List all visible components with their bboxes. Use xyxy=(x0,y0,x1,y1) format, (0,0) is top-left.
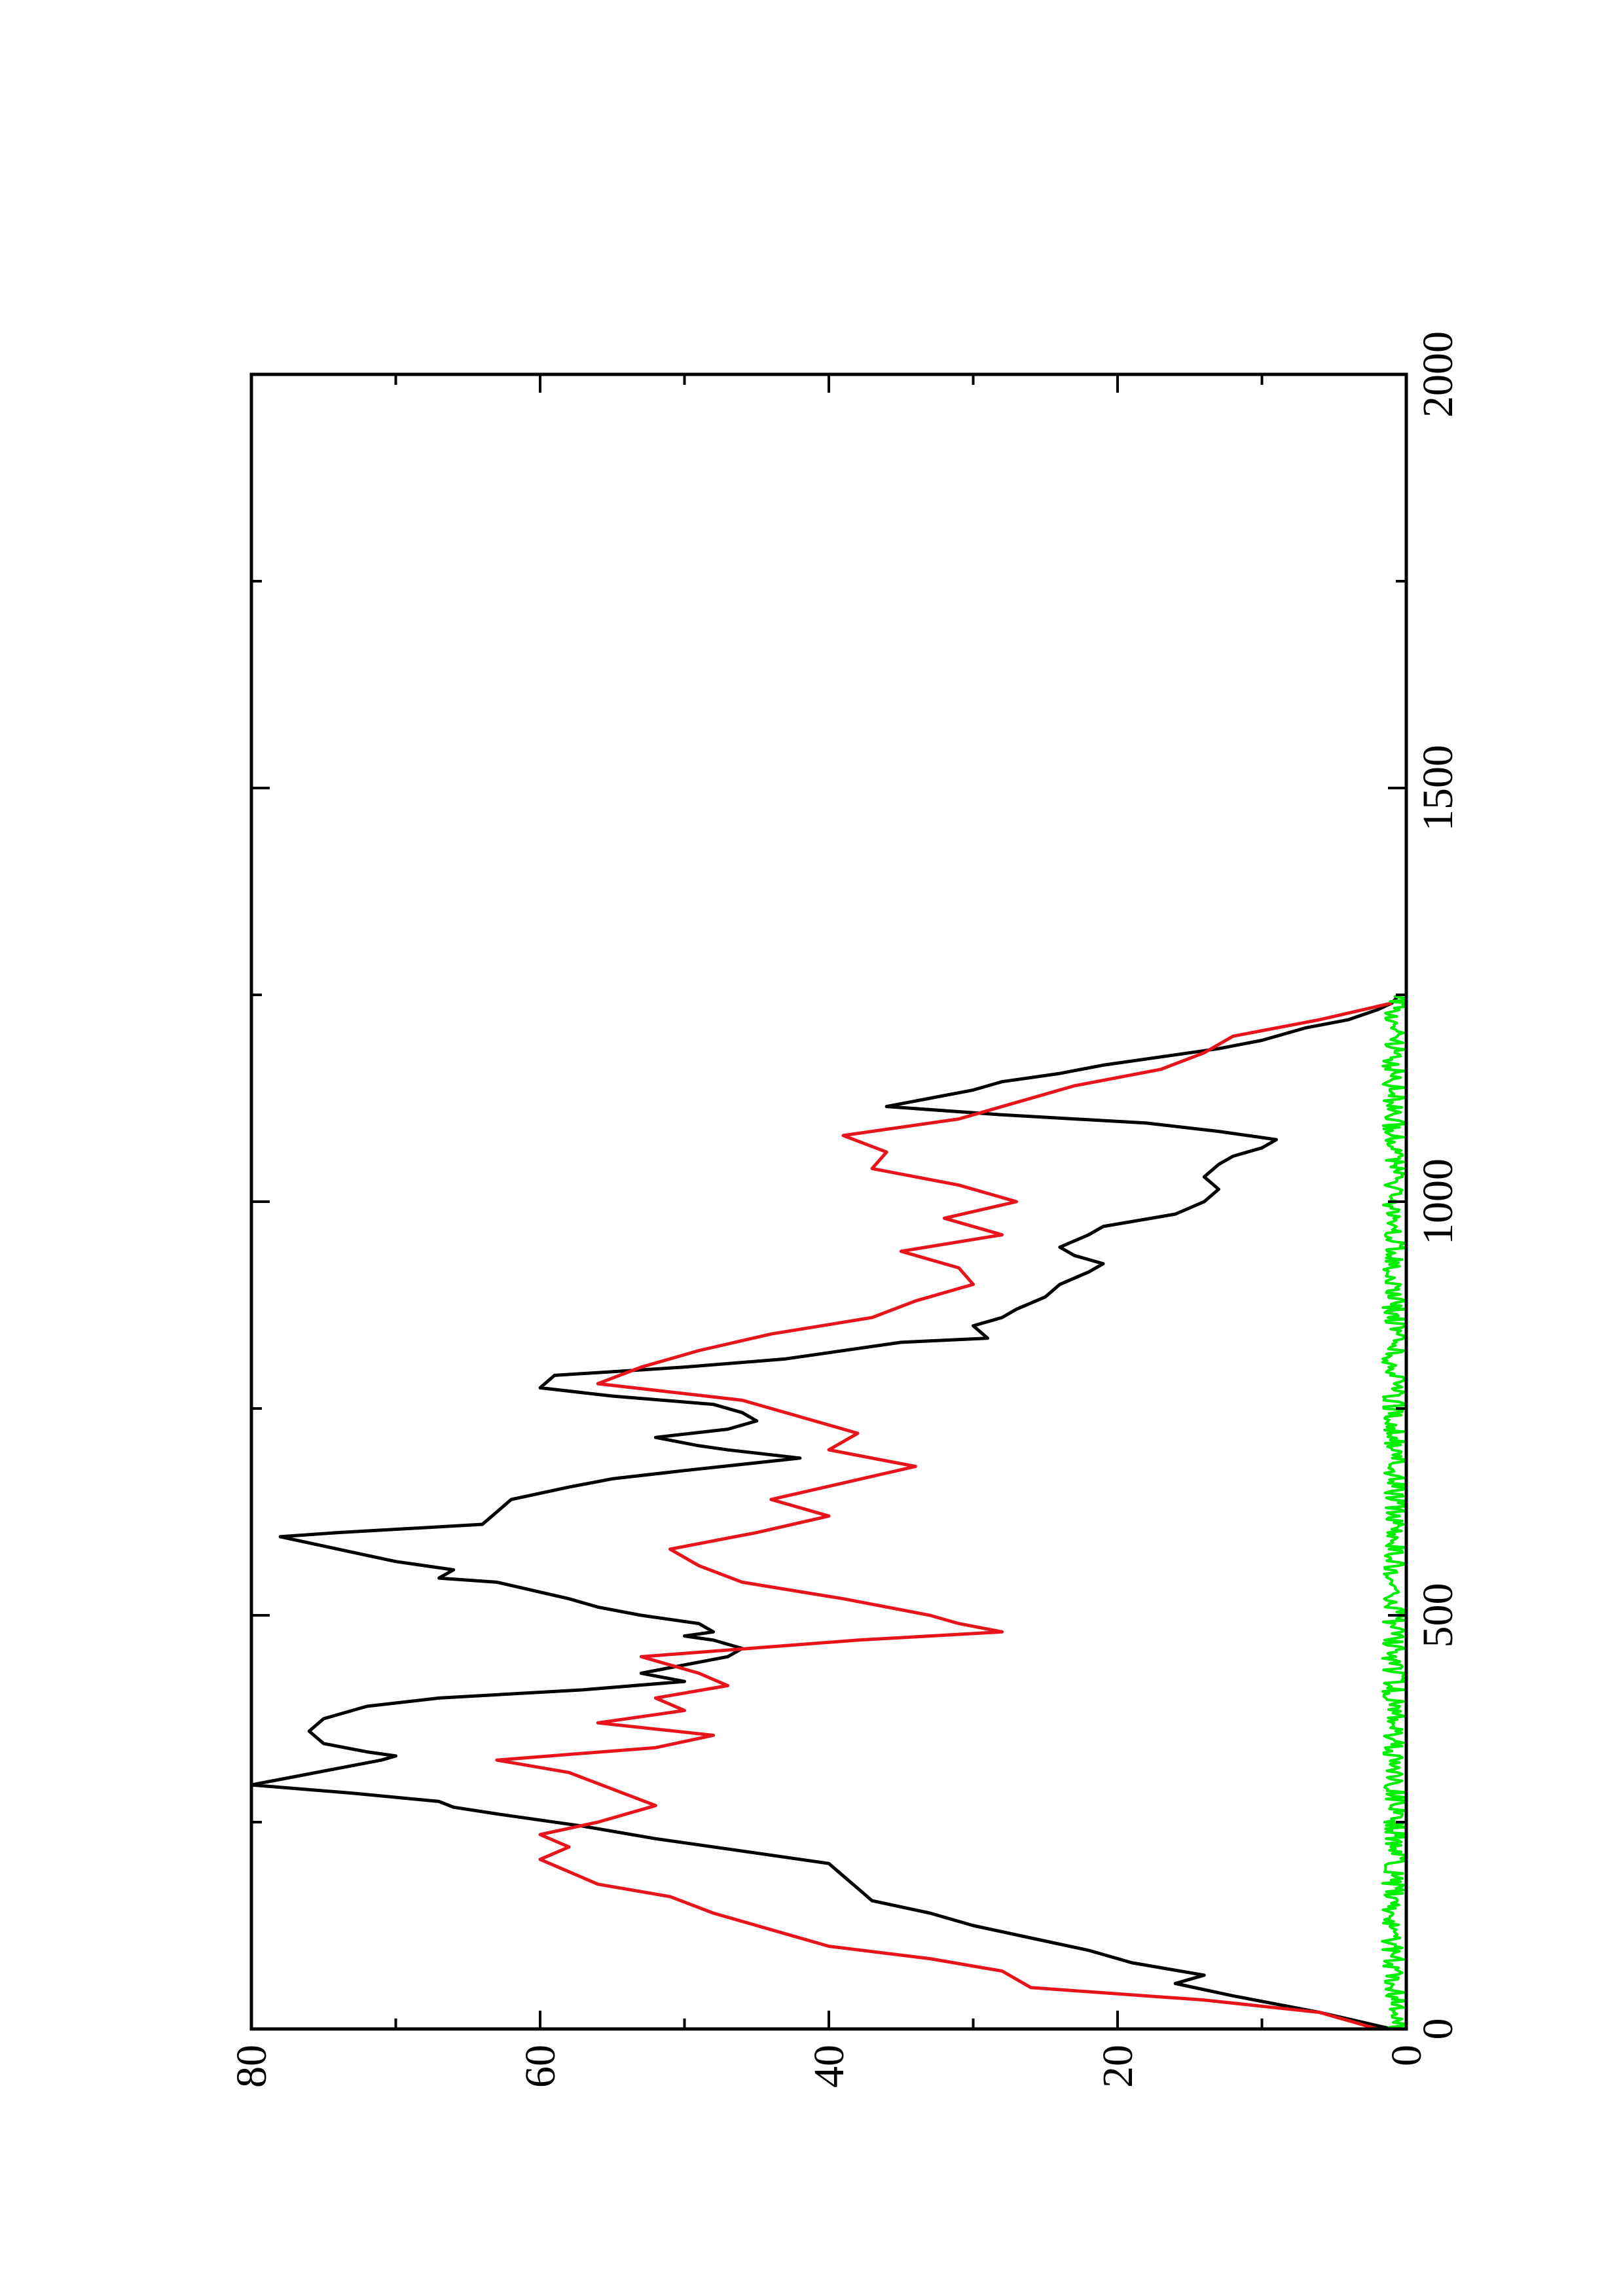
x-tick-label: 1500 xyxy=(1414,745,1462,831)
y-tick-label: 0 xyxy=(1383,2045,1431,2066)
series-line-2 xyxy=(495,1001,1393,2031)
tick-layer xyxy=(250,373,1408,2030)
series-line-1 xyxy=(249,994,1400,2031)
x-tick-label: 500 xyxy=(1414,1583,1462,1648)
y-tick-label: 20 xyxy=(1094,2045,1142,2088)
y-tick-label: 80 xyxy=(228,2045,276,2088)
x-tick-label: 0 xyxy=(1414,2018,1462,2040)
x-tick-label: 2000 xyxy=(1414,331,1462,418)
x-tick-label: 1000 xyxy=(1414,1158,1462,1245)
y-tick-label: 60 xyxy=(517,2045,564,2088)
y-tick-label: 40 xyxy=(805,2045,853,2088)
tick-label-layer: 0 500 1000 1500 2000 0 20 40 60 80 xyxy=(228,331,1462,2088)
plot-rotated-group: 0 500 1000 1500 2000 0 20 40 60 80 xyxy=(228,331,1462,2088)
